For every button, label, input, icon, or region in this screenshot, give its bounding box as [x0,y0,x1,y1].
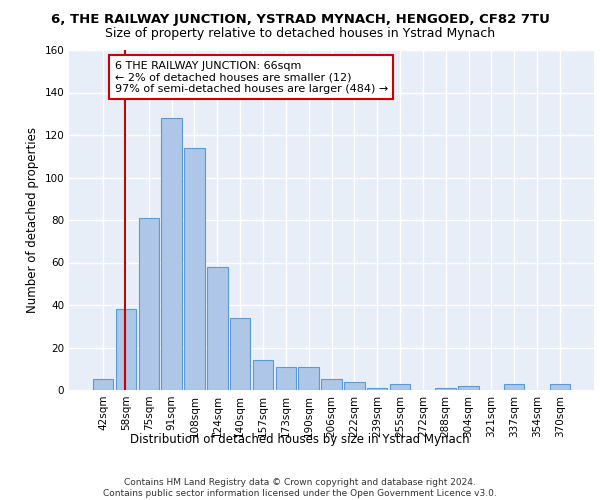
Bar [275,366,296,390]
Text: 6 THE RAILWAY JUNCTION: 66sqm
← 2% of detached houses are smaller (12)
97% of se: 6 THE RAILWAY JUNCTION: 66sqm ← 2% of de… [115,60,388,94]
Bar [458,386,479,390]
Bar [367,388,388,390]
Bar [161,118,182,390]
Bar [230,318,250,390]
Bar [139,218,159,390]
Bar [184,148,205,390]
Bar [253,360,273,390]
Bar [344,382,365,390]
Text: Distribution of detached houses by size in Ystrad Mynach: Distribution of detached houses by size … [130,432,470,446]
Text: 6, THE RAILWAY JUNCTION, YSTRAD MYNACH, HENGOED, CF82 7TU: 6, THE RAILWAY JUNCTION, YSTRAD MYNACH, … [50,12,550,26]
Bar [93,380,113,390]
Bar [321,380,342,390]
Text: Contains HM Land Registry data © Crown copyright and database right 2024.
Contai: Contains HM Land Registry data © Crown c… [103,478,497,498]
Text: Size of property relative to detached houses in Ystrad Mynach: Size of property relative to detached ho… [105,28,495,40]
Bar [207,267,227,390]
Bar [504,384,524,390]
Bar [436,388,456,390]
Bar [116,309,136,390]
Bar [390,384,410,390]
Bar [550,384,570,390]
Bar [298,366,319,390]
Y-axis label: Number of detached properties: Number of detached properties [26,127,39,313]
